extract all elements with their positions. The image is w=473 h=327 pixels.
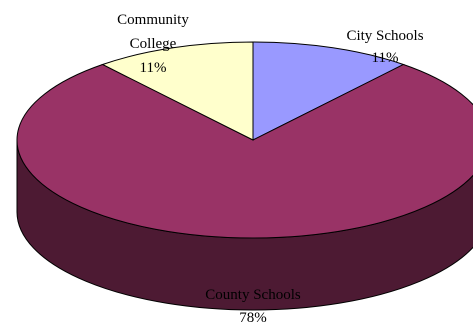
slice-percent-city-schools: 11% — [372, 50, 399, 66]
slice-label-city-schools: City Schools — [346, 28, 423, 44]
slice-percent-county-schools: 78% — [239, 310, 267, 326]
pie-slice-county-schools — [16, 63, 473, 239]
pie-slice-city-schools — [252, 41, 405, 141]
pie-slice-community-college — [101, 41, 254, 141]
slice-label-community-college-line2: College — [130, 36, 177, 52]
slice-label-county-schools: County Schools — [205, 287, 301, 303]
slice-percent-community-college: 11% — [140, 60, 167, 76]
pie-top-faces — [16, 41, 473, 239]
slice-label-community-college-line1: Community — [117, 12, 189, 28]
